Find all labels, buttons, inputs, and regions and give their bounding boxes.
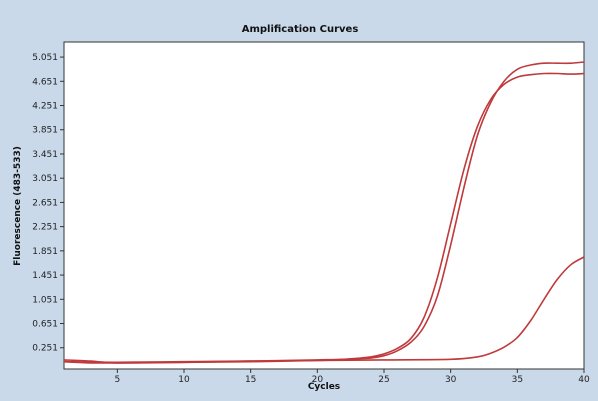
chart-title: Amplification Curves — [242, 24, 359, 35]
x-tick-label: 15 — [245, 375, 256, 385]
y-tick-label: 2.651 — [32, 198, 58, 208]
y-tick-label: 5.051 — [32, 53, 58, 63]
y-tick-label: 1.451 — [32, 271, 58, 281]
x-tick-label: 10 — [178, 375, 190, 385]
x-tick-label: 20 — [312, 375, 324, 385]
x-tick-label: 35 — [512, 375, 523, 385]
y-tick-label: 3.451 — [32, 150, 58, 160]
y-axis-label: Fluorescence (483-533) — [13, 146, 23, 266]
y-axis-ticks: 0.251 0.651 1.051 1.451 1.851 2.251 2.651 3.051… — [32, 53, 64, 354]
x-tick-label: 25 — [378, 375, 389, 385]
x-axis-label: Cycles — [308, 382, 340, 392]
y-tick-label: 1.051 — [32, 295, 58, 305]
y-tick-label: 3.851 — [32, 126, 58, 136]
y-tick-label: 0.651 — [32, 320, 58, 330]
y-tick-label: 4.651 — [32, 77, 58, 87]
series-layer — [63, 61, 585, 364]
y-tick-label: 4.251 — [32, 102, 58, 112]
y-tick-label: 3.051 — [32, 174, 58, 184]
x-tick-label: 30 — [445, 375, 457, 385]
x-tick-label: 40 — [578, 375, 590, 385]
plot-area — [63, 41, 585, 370]
y-tick-label: 2.251 — [32, 223, 58, 233]
x-axis-ticks: 5 10 15 20 25 30 35 40 — [114, 369, 590, 385]
x-tick-label: 5 — [114, 375, 120, 385]
y-tick-label: 1.851 — [32, 247, 58, 257]
series-line-3 — [63, 256, 585, 364]
y-tick-label: 0.251 — [32, 344, 58, 354]
